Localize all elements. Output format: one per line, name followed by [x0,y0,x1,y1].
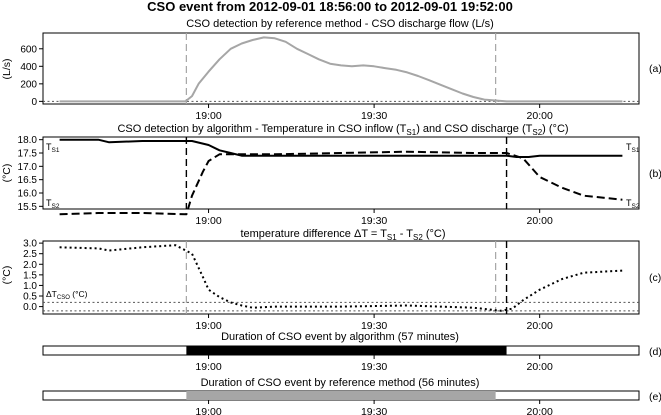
ts2-label-left: TS2 [46,198,60,210]
panel-d-x-tick-label: 20:00 [527,361,553,373]
panel-d-title: Duration of CSO event by algorithm (57 m… [221,331,459,343]
ts1-label-left: TS1 [46,142,60,154]
panel-c-x-ticks: 19:00 19:30 20:00 [195,314,553,332]
panel-d-x-tick-label: 19:00 [195,361,221,373]
panel-b-y-ticks: 15.5 16.0 16.5 17.0 17.5 18.0 [18,135,43,213]
panel-d-x-ticks: 19:00 19:30 20:00 [195,355,553,373]
panel-c-y-tick-label: 2.0 [23,260,37,271]
panel-c-y-tick-label: 0.5 [23,292,37,303]
panel-a-frame [42,32,640,105]
panel-b-plot-area [59,137,623,216]
panel-b-x-tick-label: 19:00 [195,215,221,227]
panel-e-x-tick-label: 19:00 [195,406,221,415]
panel-a: CSO detection by reference method - CSO … [1,18,661,122]
panel-b-label: (b) [649,168,661,180]
panel-c-label: (c) [649,272,661,284]
panel-b-series-2 [59,150,623,216]
panel-c-ylabel: (°C) [1,266,13,285]
panel-b-title: CSO detection by algorithm - Temperature… [117,123,568,137]
panel-b-y-tick-label: 17.5 [18,149,38,160]
panel-a-title: CSO detection by reference method - CSO … [186,18,494,30]
reference-duration-bar [186,391,496,400]
panel-c-series-1 [59,244,623,312]
threshold-label: ΔTCSO (°C) [46,289,88,301]
panel-c: temperature difference ΔT = TS1 - TS2 (°… [1,228,661,332]
panel-b-y-tick-label: 17.0 [18,162,38,173]
figure-title: CSO event from 2012-09-01 18:56:00 to 20… [147,0,513,14]
panel-d: Duration of CSO event by algorithm (57 m… [42,331,661,373]
panel-a-x-tick-label: 19:00 [195,110,221,122]
panel-b-y-tick-label: 18.0 [18,135,38,146]
panel-a-y-tick-label: 400 [20,62,37,73]
panel-c-title: temperature difference ΔT = TS1 - TS2 (°… [240,228,445,242]
panel-c-y-tick-label: 3.0 [23,239,37,250]
panel-a-x-tick-label: 20:00 [527,110,553,122]
panel-a-ylabel: (L/s) [1,59,13,80]
panel-a-y-ticks: 0 200 400 600 [20,44,43,108]
panel-b-y-tick-label: 16.0 [18,189,38,200]
ts2-label-right: TS2 [626,198,640,210]
panel-e-label: (e) [649,391,661,403]
panel-c-plot-area [43,241,639,314]
panel-d-label: (d) [649,346,661,358]
panel-e-x-tick-label: 20:00 [527,406,553,415]
panel-e-x-tick-label: 19:30 [361,406,387,415]
panel-a-label: (a) [649,63,661,75]
panel-c-frame [42,240,640,315]
panel-b-x-tick-label: 19:30 [361,215,387,227]
panel-a-y-tick-label: 0 [31,97,37,108]
panel-b-x-tick-label: 20:00 [527,215,553,227]
panel-c-y-tick-label: 0.0 [23,302,37,313]
panel-c-y-ticks: 0.00.51.01.52.02.53.0 [23,239,43,313]
panel-b-series-1 [59,138,623,158]
panel-a-y-tick-label: 600 [20,44,37,55]
panel-b-y-tick-label: 15.5 [18,202,38,213]
panel-b-y-tick-label: 16.5 [18,175,38,186]
panel-c-y-tick-label: 1.5 [23,270,37,281]
panel-e-title: Duration of CSO event by reference metho… [201,377,480,389]
panel-c-y-tick-label: 1.0 [23,281,37,292]
panel-c-x-tick-label: 19:00 [195,320,221,332]
panel-e: Duration of CSO event by reference metho… [42,377,661,415]
panel-c-x-tick-label: 20:00 [527,320,553,332]
panel-a-plot-area [43,33,639,104]
panel-b-ylabel: (°C) [1,164,13,183]
panel-a-series-1 [59,36,623,103]
panel-c-x-tick-label: 19:30 [361,320,387,332]
panel-b: CSO detection by algorithm - Temperature… [1,123,661,227]
panel-e-x-ticks: 19:00 19:30 20:00 [195,400,553,415]
panel-d-x-tick-label: 19:30 [361,361,387,373]
panel-b-frame [42,136,640,210]
ts1-label-right: TS1 [626,142,640,154]
panel-a-x-tick-label: 19:30 [361,110,387,122]
panel-a-y-tick-label: 200 [20,79,37,90]
panel-c-y-tick-label: 2.5 [23,249,37,260]
algorithm-duration-bar [186,346,507,355]
panel-a-x-ticks: 19:00 19:30 20:00 [195,104,553,122]
panel-b-x-ticks: 19:00 19:30 20:00 [195,209,553,227]
